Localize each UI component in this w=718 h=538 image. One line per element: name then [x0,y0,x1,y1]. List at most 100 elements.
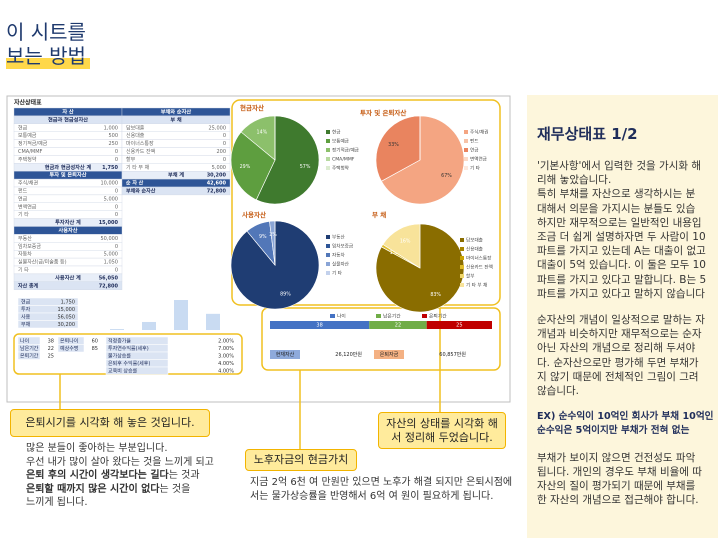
text-line: 조금 더 쉽게 설명하자면 두 사람이 10 [537,231,706,244]
legend-swatch [326,262,330,266]
sheet-label: 부채 계 [168,171,184,179]
sheet-cell [13,265,123,275]
age-label: 은퇴후 수익률(세후) [108,360,150,367]
legend-swatch [460,283,464,287]
callout-text: 지금 2억 6천 여 만원만 있으면 노후가 해결 되지만 은퇴시점에 서는 물가… [250,476,512,503]
sheet-value: 0 [223,141,226,147]
text-run: 는 것과 [168,470,200,481]
age-value: 2.00% [218,338,234,344]
legend-swatch [460,256,464,260]
sheet-cell [13,281,123,290]
legend-label: 주식/채권 [470,129,488,136]
sheet-value: 1,000 [104,125,118,131]
sheet-label: 펀드 [18,187,28,194]
callout: 노후자금의 현금가치 [245,449,357,471]
text-line: 부채가 보이지 않으면 건전성도 파악 [537,451,696,464]
legend-label: 기 타 [470,165,481,172]
sheet-value: 500 [108,133,118,139]
pie-label: 2% [269,232,277,238]
sheet-label: 주택청약 [18,156,37,163]
legend-swatch [460,247,464,251]
summary-value: 30,200 [58,322,76,328]
pie-label: 67% [441,173,452,179]
sheet-label: 신용카드 잔액 [126,148,156,155]
sheet-label: 기 타 부 채 [126,164,150,171]
pie-label: 57% [300,164,311,170]
legend-swatch [460,238,464,242]
pie-label: 29% [240,164,251,170]
sheet-value: 5,000 [104,252,118,258]
sheet-label: CMA/MMF [18,149,43,155]
text-line: 많은 분들이 좋아하는 부분입니다. [26,442,214,456]
age-value: 4.00% [218,361,234,367]
pie-label: 16% [400,239,411,245]
sheet-value: 0 [115,188,118,194]
pie-label: 33% [388,142,399,148]
age-label: 물가상승률 [108,352,131,359]
legend-swatch [326,244,330,248]
age-label: 투자연수익률(세후) [108,345,149,352]
text-line: 은퇴할 때까지 많은 시간이 없다는 것을 [26,483,214,497]
pie-slice [381,115,465,205]
text-line: 느끼게 됩니다. [26,496,214,510]
age-label: 남은기간 [20,345,39,352]
sheet-label: 기 타 [18,266,29,273]
legend-swatch [326,253,330,257]
text-line: 파트를 가지고 있는데 A는 대출이 없고 [537,245,706,258]
age-cell [17,351,41,360]
sheet-value: 0 [115,149,118,155]
sheet-label: 현금과 현금성자산 계 [45,163,92,171]
text-line: 개념과 비슷하지만 재무적으로는 순자 [537,328,702,341]
money-label: 현재자산 [276,351,295,358]
age-value: 22 [48,346,54,352]
sheet-value: 42,600 [207,181,227,187]
legend-label: 신용대출 [466,246,483,253]
legend-label: 기 타 부 채 [466,282,487,289]
callout: 자산의 상태를 시각화 해서 정리해 두었습니다. [378,412,506,449]
callout-text: 많은 분들이 좋아하는 부분입니다. 우선 내가 많이 살아 왔다는 것을 느끼게… [26,442,214,510]
timeline-value: 38 [316,323,322,329]
legend-swatch [326,157,330,161]
text-line: 파트를 가지고 있다고 말합니다. B는 5 [537,273,707,286]
legend-swatch [422,314,427,318]
legend-label: 신용카드 잔액 [466,264,493,271]
timeline-frame [261,307,501,371]
sheet-value: 0 [115,244,118,250]
sheet-value: 0 [115,204,118,210]
legend-label: 정기적금/예금 [332,147,359,154]
timeline-segment [369,321,427,329]
text-line: 한 자산의 개념으로 접근해야 합니다. [537,494,699,507]
pie-label: 1% [390,250,398,256]
sheet-label: 자산 총계 [18,282,39,289]
summary-value: 1,750 [61,299,75,305]
text-line: 우선 내가 많이 살아 왔다는 것을 느끼게 되고 [26,456,214,470]
text-line: 다. 순자산으로만 평가해 두면 부채가 [537,356,699,369]
text-line: 대출이 5억 있습니다. 이 둘은 모두 10 [537,259,706,272]
age-cell [57,344,85,353]
legend-swatch [376,314,381,318]
summary-label: 부채 [21,321,31,328]
pie-label: 83% [430,292,441,298]
legend-swatch [326,148,330,152]
age-value: 60 [92,338,98,344]
text-line: 순자산의 개념이 일상적으로 말하는 자 [537,314,705,327]
sheet-value: 72,800 [207,188,227,194]
sheet-label: 부동산 [18,235,32,242]
sheet-label: 투자 및 은퇴자산 [49,171,86,179]
legend-label: 기 타 [332,270,343,277]
text-line: 대해서 의문을 가지시는 분들도 있습 [537,202,696,215]
legend-swatch [326,235,330,239]
legend-label: 할부 [466,273,474,280]
legend-label: 실물자산 [332,261,350,268]
pie-frame [231,99,501,306]
money-value: 60,857만원 [439,351,466,358]
sheet-value: 56,050 [99,275,119,281]
text-line: 하지만 재무적으로는 일반적인 내용입 [537,216,702,229]
pie-label: 14% [257,130,268,136]
text-line: 아닌 자산의 개념으로 정리해 두셔야 [537,342,696,355]
heading-line: 보는 방법 [6,40,90,69]
text-run: 은퇴 후의 시간이 생각보다는 길다 [26,470,169,481]
